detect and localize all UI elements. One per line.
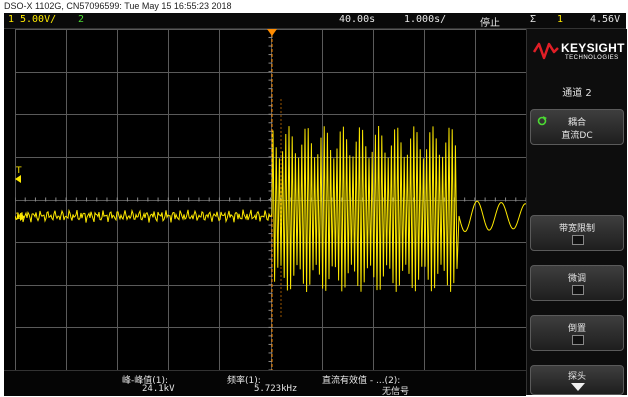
ch2-number[interactable]: 2 [78,14,85,25]
coupling-label: 耦合 [567,118,586,128]
probe-softkey[interactable]: 探头 [530,365,624,395]
logo-name: KEYSIGHT [561,41,625,55]
fine-label: 微调 [567,274,586,284]
bw-limit-label: 带宽限制 [558,224,595,234]
ch1-waveform [15,125,526,293]
bw-limit-softkey[interactable]: 带宽限制 [530,215,624,251]
invert-softkey[interactable]: 倒置 [530,315,624,351]
trigger-edge-icon: Σ [530,14,537,25]
ch1-number[interactable]: 1 [8,14,15,25]
measurement-label: 峰-峰值(1): [122,376,169,386]
fine-softkey[interactable]: 微调 [530,265,624,301]
measurement-value: 24.1kV [142,384,175,394]
measurement-bar: 峰-峰值(1): 24.1kV 频率(1): 5.723kHz 直流有效值 - … [4,370,526,397]
softkey-panel: KEYSIGHT TECHNOLOGIES 通道 2 耦合 直流DC 带宽限制 … [526,29,627,395]
time-offset[interactable]: 40.00s [339,14,376,25]
status-bar: 1 5.00V/ 2 40.00s 1.000s/ 停止 Σ 1 4.56V [4,13,626,29]
trigger-level-arrow-icon [15,175,21,183]
trigger-source[interactable]: 1 [557,14,564,25]
menu-title: 通道 2 [562,88,592,99]
probe-label: 探头 [567,372,586,382]
logo-subtitle: TECHNOLOGIES [565,55,619,61]
waveform-display[interactable]: T 1 [15,29,526,370]
trigger-position-icon[interactable] [267,29,277,36]
measurement-label: 直流有效值 - ...(2): [322,376,401,386]
time-scale[interactable]: 1.000s/ [404,14,447,25]
bw-limit-checkbox[interactable] [572,235,584,245]
coupling-softkey[interactable]: 耦合 直流DC [530,109,624,145]
measurement-label: 频率(1): [227,376,261,386]
ch1-ground-marker[interactable]: 1 [15,212,21,222]
window-caption: DSO-X 1102G, CN57096599: Tue May 15 16:5… [4,1,232,11]
ch1-ground-arrow-icon [20,213,25,221]
run-stop-status[interactable]: 停止 [480,18,500,29]
graticule: T 1 [15,29,526,370]
submenu-arrow-icon [571,383,585,391]
invert-checkbox[interactable] [572,335,584,345]
keysight-logo: KEYSIGHT TECHNOLOGIES [533,39,625,65]
rotate-knob-icon [537,116,547,126]
measurement-value: 5.723kHz [254,384,298,394]
fine-checkbox[interactable] [572,285,584,295]
keysight-wave-icon [533,42,559,60]
coupling-value: 直流DC [561,131,593,141]
trigger-level[interactable]: 4.56V [590,14,621,25]
measurement-value: 无信号 [382,387,410,397]
invert-label: 倒置 [567,324,586,334]
oscilloscope-screen: 1 5.00V/ 2 40.00s 1.000s/ 停止 Σ 1 4.56V T… [4,13,627,397]
trigger-level-marker[interactable]: T [15,166,22,176]
ch1-scale[interactable]: 5.00V/ [20,14,57,25]
